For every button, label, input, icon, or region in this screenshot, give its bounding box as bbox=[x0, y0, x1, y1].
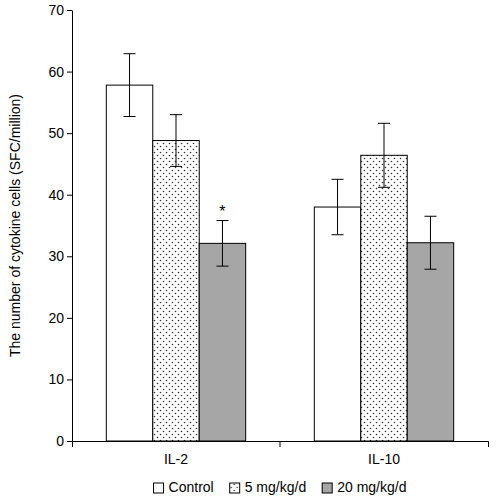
y-tick-mark bbox=[67, 256, 72, 257]
error-stem bbox=[384, 123, 385, 187]
y-tick-label: 10 bbox=[48, 371, 64, 387]
x-tick-label: IL-2 bbox=[164, 451, 188, 467]
y-tick: 50 bbox=[48, 125, 72, 141]
error-cap bbox=[170, 114, 182, 115]
legend-swatch bbox=[154, 483, 164, 493]
y-tick-mark bbox=[67, 10, 72, 11]
error-cap bbox=[332, 179, 344, 180]
error-cap bbox=[332, 234, 344, 235]
chart: 0 10 20 30 40 50 60 70 IL-2 IL-10 * The number of c… bbox=[0, 0, 500, 500]
error-cap bbox=[216, 220, 228, 221]
y-tick: 30 bbox=[48, 248, 72, 264]
y-tick-label: 60 bbox=[48, 64, 64, 80]
legend-label: Control bbox=[169, 479, 214, 495]
bar bbox=[314, 207, 360, 441]
error-bar bbox=[424, 216, 436, 269]
error-stem bbox=[129, 54, 130, 117]
series bbox=[199, 216, 453, 441]
marks bbox=[106, 54, 453, 441]
error-cap bbox=[216, 266, 228, 267]
x-tick: IL-10 bbox=[368, 441, 400, 467]
y-tick: 0 bbox=[56, 433, 72, 449]
error-cap bbox=[424, 216, 436, 217]
error-cap bbox=[378, 187, 390, 188]
error-cap bbox=[424, 269, 436, 270]
y-tick-mark bbox=[67, 379, 72, 380]
y-axis-title: The number of cytokine cells (SFC/millio… bbox=[7, 94, 23, 357]
legend-label: 5 mg/kg/d bbox=[245, 479, 306, 495]
error-bar bbox=[332, 179, 344, 234]
error-bar bbox=[124, 54, 136, 117]
legend-label: 20 mg/kg/d bbox=[337, 479, 406, 495]
y-tick-label: 70 bbox=[48, 2, 64, 18]
error-bar bbox=[216, 221, 228, 267]
error-stem bbox=[430, 216, 431, 269]
y-tick: 20 bbox=[48, 310, 72, 326]
y-axis: 0 10 20 30 40 50 60 70 bbox=[48, 2, 72, 449]
y-tick: 40 bbox=[48, 187, 72, 203]
y-tick-label: 50 bbox=[48, 125, 64, 141]
error-cap bbox=[378, 123, 390, 124]
plot: 0 10 20 30 40 50 60 70 IL-2 IL-10 * bbox=[48, 2, 488, 467]
series bbox=[153, 115, 407, 441]
legend: Control 5 mg/kg/d 20 mg/kg/d bbox=[154, 479, 407, 495]
bar bbox=[199, 243, 245, 441]
error-stem bbox=[222, 221, 223, 267]
x-axis-line bbox=[73, 442, 489, 448]
legend-item: 20 mg/kg/d bbox=[322, 479, 406, 495]
bar bbox=[407, 243, 453, 441]
y-axis-line bbox=[72, 11, 73, 442]
y-tick-label: 20 bbox=[48, 310, 64, 326]
x-tick: IL-2 bbox=[164, 441, 188, 467]
error-stem bbox=[176, 115, 177, 167]
y-tick-label: 0 bbox=[56, 433, 64, 449]
error-bar bbox=[378, 123, 390, 187]
x-axis: IL-2 IL-10 bbox=[73, 441, 489, 467]
y-tick-mark bbox=[67, 195, 72, 196]
bar bbox=[153, 141, 199, 441]
annotation: * bbox=[219, 203, 225, 220]
y-tick-mark bbox=[67, 441, 72, 442]
legend-swatch bbox=[230, 483, 240, 493]
bar bbox=[106, 85, 152, 441]
x-separator bbox=[280, 441, 281, 447]
y-tick-mark bbox=[67, 133, 72, 134]
legend-item: Control bbox=[154, 479, 214, 495]
error-cap bbox=[124, 116, 136, 117]
y-tick-label: 30 bbox=[48, 248, 64, 264]
y-tick: 70 bbox=[48, 2, 72, 18]
y-tick-mark bbox=[67, 72, 72, 73]
series bbox=[106, 54, 360, 441]
y-tick: 10 bbox=[48, 371, 72, 387]
legend-swatch bbox=[322, 483, 332, 493]
error-stem bbox=[337, 179, 338, 234]
bar bbox=[361, 155, 407, 441]
y-tick-label: 40 bbox=[48, 187, 64, 203]
error-cap bbox=[170, 166, 182, 167]
y-tick-mark bbox=[67, 318, 72, 319]
legend-item: 5 mg/kg/d bbox=[230, 479, 306, 495]
error-cap bbox=[124, 53, 136, 54]
error-bar bbox=[170, 115, 182, 167]
x-tick-label: IL-10 bbox=[368, 451, 400, 467]
y-tick: 60 bbox=[48, 64, 72, 80]
